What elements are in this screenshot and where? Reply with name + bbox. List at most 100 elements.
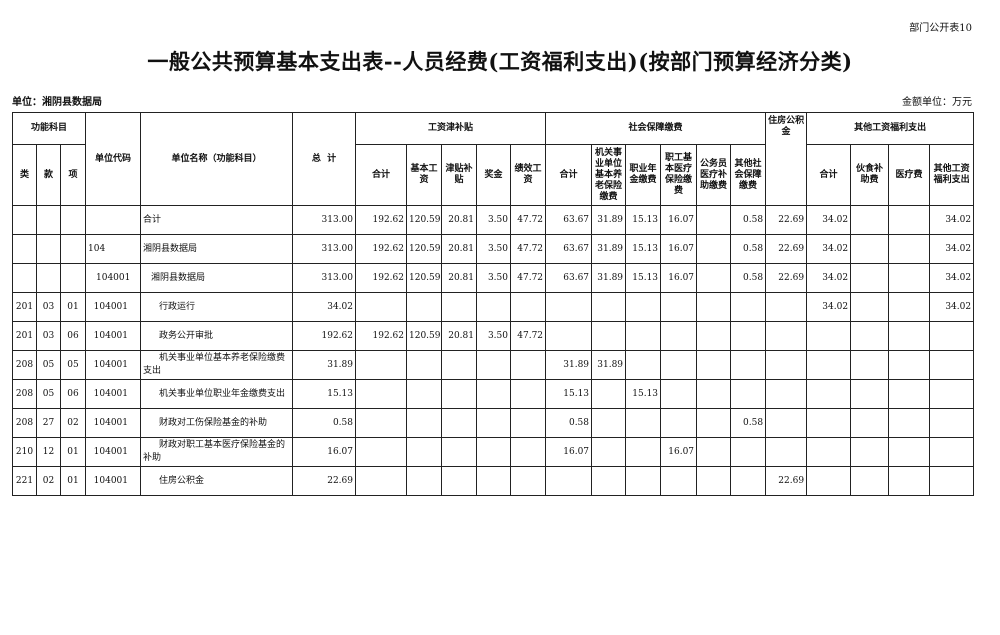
cell-amount bbox=[625, 408, 662, 438]
cell-amount bbox=[850, 234, 890, 264]
cell-amount: 31.89 bbox=[545, 350, 593, 380]
cell-xiang: 06 bbox=[60, 379, 86, 409]
table-row: 201 03 06 104001 政务公开审批 192.62 192.62 120.59 20.… bbox=[12, 321, 975, 351]
cell-amount bbox=[696, 379, 732, 409]
cell-amount bbox=[696, 350, 732, 380]
cell-amount: 3.50 bbox=[476, 263, 511, 293]
cell-amount bbox=[696, 205, 732, 235]
cell-unit-name: 机关事业单位基本养老保险缴费支出 bbox=[140, 350, 293, 380]
cell-amount: 16.07 bbox=[292, 437, 356, 467]
header-other-col: 合计 bbox=[806, 144, 852, 206]
cell-amount: 34.02 bbox=[806, 234, 852, 264]
cell-amount bbox=[625, 350, 662, 380]
cell-amount bbox=[591, 408, 627, 438]
cell-amount bbox=[888, 321, 931, 351]
header-wage-group: 工资津补贴 bbox=[354, 112, 547, 145]
cell-amount bbox=[765, 321, 808, 351]
cell-amount: 0.58 bbox=[730, 263, 767, 293]
cell-amount: 47.72 bbox=[509, 205, 547, 235]
cell-kuan: 02 bbox=[36, 466, 61, 496]
cell-amount bbox=[545, 292, 593, 322]
cell-amount bbox=[730, 292, 767, 322]
cell-amount bbox=[929, 321, 975, 351]
cell-amount bbox=[696, 321, 732, 351]
cell-amount: 15.13 bbox=[625, 234, 662, 264]
table-row: 104001 湘阴县数据局 313.00 192.62 120.59 20.81 3.50 4… bbox=[12, 263, 975, 293]
cell-lei: 201 bbox=[12, 292, 37, 322]
cell-amount bbox=[696, 292, 732, 322]
amount-unit: 金额单位：万元 bbox=[902, 97, 972, 108]
cell-amount bbox=[476, 379, 511, 409]
cell-amount: 31.89 bbox=[591, 263, 627, 293]
cell-amount: 3.50 bbox=[476, 234, 511, 264]
cell-unit-name: 财政对职工基本医疗保险基金的补助 bbox=[140, 437, 293, 467]
expenditure-table: 功能科目 单位代码 单位名称（功能科目） 总 计 工资津补贴 社会保障缴费 住房… bbox=[12, 112, 975, 496]
cell-kuan bbox=[36, 205, 61, 235]
cell-amount bbox=[850, 408, 890, 438]
header-social-col: 公务员医疗补助缴费 bbox=[696, 144, 732, 206]
cell-kuan: 03 bbox=[36, 292, 61, 322]
cell-amount: 31.89 bbox=[591, 205, 627, 235]
cell-amount: 15.13 bbox=[625, 263, 662, 293]
cell-unit-name: 合计 bbox=[140, 205, 293, 235]
cell-kuan: 27 bbox=[36, 408, 61, 438]
cell-lei: 221 bbox=[12, 466, 37, 496]
cell-amount bbox=[929, 379, 975, 409]
cell-amount bbox=[441, 292, 477, 322]
cell-unit-code: 104001 bbox=[85, 263, 141, 293]
cell-amount: 20.81 bbox=[441, 234, 477, 264]
cell-amount: 34.02 bbox=[929, 263, 975, 293]
cell-amount bbox=[660, 408, 698, 438]
cell-amount bbox=[625, 466, 662, 496]
cell-unit-name: 机关事业单位职业年金缴费支出 bbox=[140, 379, 293, 409]
cell-amount bbox=[888, 350, 931, 380]
cell-amount: 31.89 bbox=[591, 350, 627, 380]
table-row: 221 02 01 104001 住房公积金 22.69 22.69 bbox=[12, 466, 975, 496]
cell-amount: 63.67 bbox=[545, 205, 593, 235]
cell-amount bbox=[929, 350, 975, 380]
cell-amount: 192.62 bbox=[355, 263, 407, 293]
table-row: 合计 313.00 192.62 120.59 20.81 3.50 47.72 63.67 3… bbox=[12, 205, 975, 235]
cell-amount bbox=[806, 379, 852, 409]
cell-amount bbox=[696, 408, 732, 438]
cell-unit-code: 104001 bbox=[85, 379, 141, 409]
cell-kuan bbox=[36, 234, 61, 264]
cell-amount bbox=[730, 437, 767, 467]
cell-amount: 20.81 bbox=[441, 263, 477, 293]
cell-amount bbox=[850, 205, 890, 235]
cell-amount: 313.00 bbox=[292, 205, 356, 235]
cell-amount: 31.89 bbox=[292, 350, 356, 380]
cell-amount bbox=[406, 408, 442, 438]
cell-amount bbox=[806, 466, 852, 496]
cell-amount: 15.13 bbox=[545, 379, 593, 409]
cell-amount bbox=[509, 466, 547, 496]
cell-amount: 34.02 bbox=[929, 205, 975, 235]
cell-amount: 22.69 bbox=[765, 466, 808, 496]
cell-lei: 201 bbox=[12, 321, 37, 351]
header-social-group: 社会保障缴费 bbox=[545, 112, 767, 145]
table-row: 208 05 06 104001 机关事业单位职业年金缴费支出 15.13 15.13 15.… bbox=[12, 379, 975, 409]
header-housing: 住房公积金 bbox=[765, 112, 808, 206]
cell-amount: 192.62 bbox=[292, 321, 356, 351]
cell-amount bbox=[545, 321, 593, 351]
cell-lei bbox=[12, 205, 37, 235]
cell-amount bbox=[730, 321, 767, 351]
header-wage-col: 绩效工资 bbox=[509, 144, 547, 206]
cell-xiang: 06 bbox=[60, 321, 86, 351]
cell-amount bbox=[476, 408, 511, 438]
header-wage-col: 津贴补贴 bbox=[441, 144, 477, 206]
cell-amount: 0.58 bbox=[730, 408, 767, 438]
cell-amount bbox=[696, 263, 732, 293]
cell-amount bbox=[888, 263, 931, 293]
cell-xiang: 02 bbox=[60, 408, 86, 438]
cell-kuan: 03 bbox=[36, 321, 61, 351]
cell-amount: 192.62 bbox=[355, 321, 407, 351]
header-other-col: 医疗费 bbox=[888, 144, 931, 206]
cell-unit-name: 财政对工伤保险基金的补助 bbox=[140, 408, 293, 438]
cell-amount bbox=[591, 379, 627, 409]
cell-unit-code bbox=[85, 205, 141, 235]
cell-kuan bbox=[36, 263, 61, 293]
cell-amount bbox=[355, 408, 407, 438]
cell-amount bbox=[441, 408, 477, 438]
cell-amount: 34.02 bbox=[929, 234, 975, 264]
